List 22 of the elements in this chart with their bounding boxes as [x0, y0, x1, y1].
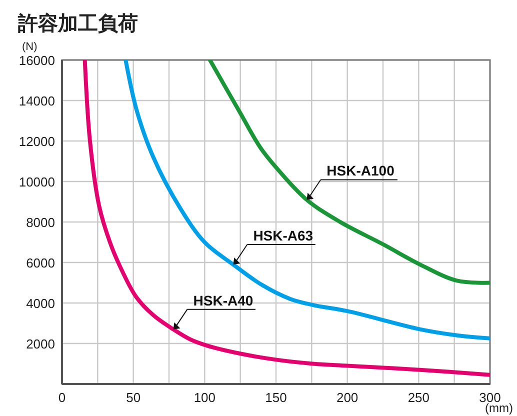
y-tick-label: 12000 — [18, 134, 55, 149]
x-tick-label: 50 — [126, 390, 141, 405]
line-series — [124, 60, 490, 340]
annotation: HSK-A100 — [326, 162, 395, 179]
x-tick-label: 250 — [408, 390, 430, 405]
y-tick-label: 16000 — [18, 53, 55, 68]
annotation: HSK-A40 — [193, 292, 254, 308]
x-tick-label: 200 — [336, 390, 358, 405]
line-series — [208, 60, 490, 285]
y-tick-label: 10000 — [18, 174, 55, 190]
y-tick-label: 8000 — [26, 215, 55, 230]
y-tick-label: 2000 — [26, 336, 55, 352]
line-series — [82, 60, 490, 377]
y-tick-label: 14000 — [18, 94, 55, 108]
chart-title: 許容加工負荷 — [17, 12, 138, 35]
x-tick-label: 0 — [58, 390, 66, 405]
x-tick-label: 150 — [265, 390, 287, 405]
y-tick-label: 4000 — [26, 296, 55, 311]
x-tick-label: 100 — [194, 390, 216, 405]
y-axis-title: (N) — [22, 41, 38, 53]
annotation: HSK-A63 — [253, 228, 314, 244]
y-tick-label: 6000 — [26, 256, 55, 270]
